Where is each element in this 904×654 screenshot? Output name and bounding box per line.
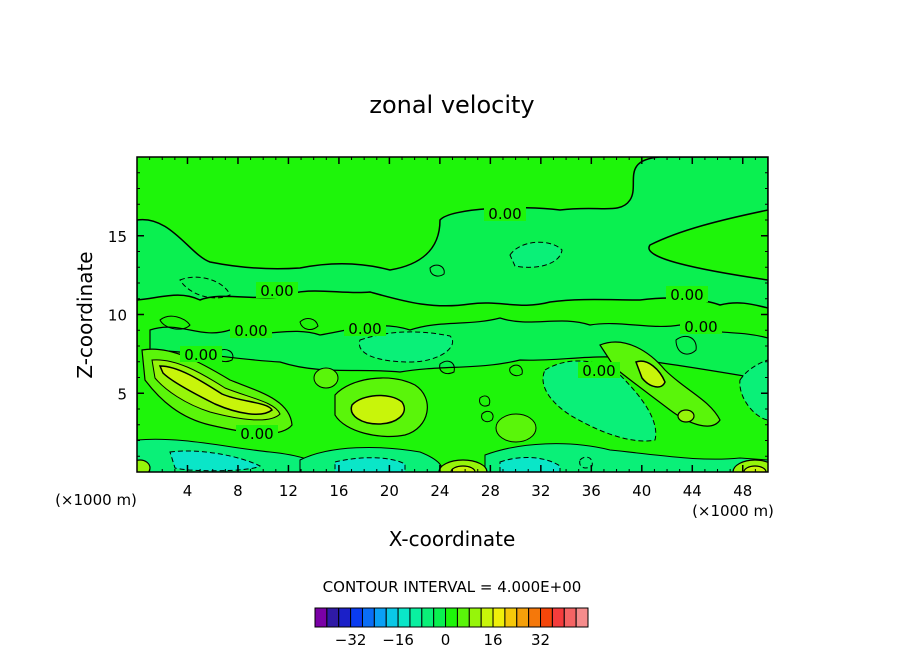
colorbar-tick-label: 32 [531,631,550,649]
x-tick-label: 8 [233,482,243,500]
colorbar [314,607,589,628]
noise-contour [439,360,455,375]
midlevel-negative [149,317,768,381]
colorbar-swatch [433,607,447,628]
x-tick-label: 12 [279,482,298,500]
x-tick-label: 32 [531,482,550,500]
x-tick-label: 48 [733,482,752,500]
colorbar-swatch [540,607,553,628]
colorbar-swatch [373,607,387,628]
colorbar-tick-labels: −32 −16 0 16 32 [335,631,550,649]
colorbar-swatch [385,607,399,628]
x-tick-label: 20 [380,482,399,500]
right-edge-negative [739,359,768,421]
positive-cell-26-core [450,465,476,472]
y-axis-ticks: 5 10 15 [108,172,768,457]
contour-label-zero: 0.00 [184,346,217,364]
colorbar-swatch [456,607,470,628]
colorbar-swatch [445,607,458,628]
x-unit-label: (×1000 m) [692,502,774,520]
colorbar-tick-label: 16 [483,631,502,649]
colorbar-swatch [421,607,435,628]
y-axis-title: Z-coordinate [73,251,97,378]
colorbar-swatch [338,607,352,628]
colorbar-swatch [326,607,340,628]
x-tick-label: 24 [430,482,449,500]
contour-labels: 0.00 0.00 0.00 0.00 0.00 0.00 0.00 0.00 … [180,205,722,443]
colorbar-swatch [480,607,494,628]
contour-label-zero: 0.00 [234,322,267,340]
colorbar-swatch [516,607,530,628]
right-jet-core [635,360,666,388]
positive-blob-15 [313,367,339,389]
bottom-negative-core-right [499,456,561,472]
x-tick-label: 44 [683,482,702,500]
noise-contour [159,315,191,330]
contour-label-zero: 0.00 [260,282,293,300]
noise-contour [481,410,494,423]
noise-contour [299,318,319,330]
colorbar-swatch [409,607,423,628]
colorbar-swatch [528,607,542,628]
x-tick-label: 40 [632,482,651,500]
noise-contour [675,335,697,355]
noise-contour [479,395,491,407]
colorbar-swatch [361,607,375,628]
positive-blob-30 [495,413,537,443]
colorbar-swatch [575,607,589,628]
contour-label-zero: 0.00 [670,286,703,304]
x-axis-ticks: 4 8 12 16 20 24 28 32 36 40 44 48 [149,157,756,500]
y-tick-label: 10 [108,307,127,325]
upper-negative-pocket [509,241,563,268]
bottom-negative-core-center [334,457,406,472]
contour-label-zero: 0.00 [348,320,381,338]
x-axis-title: X-coordinate [389,527,516,551]
x-tick-label: 36 [582,482,601,500]
right-jet-cell [677,409,695,423]
colorbar-swatch [563,607,577,628]
x-tick-label: 16 [329,482,348,500]
y-tick-label: 15 [108,228,127,246]
contour-label-zero: 0.00 [582,362,615,380]
contour-label-zero: 0.00 [488,205,521,223]
noise-contour [509,364,523,377]
left-jet-core [158,365,273,416]
midlevel-negative-core [358,331,453,363]
colorbar-swatch [350,607,363,628]
colorbar-swatch [468,607,482,628]
x-tick-label: 4 [183,482,193,500]
noise-contour [179,276,231,299]
colorbar-tick-label: 0 [441,631,451,649]
z-unit-label: (×1000 m) [55,491,137,509]
contour-interval-text: CONTOUR INTERVAL = 4.000E+00 [323,578,582,596]
central-jet-core [350,394,405,425]
contour-label-zero: 0.00 [684,318,717,336]
colorbar-swatch [397,607,411,628]
contour-label-zero: 0.00 [240,425,273,443]
colorbar-swatch [504,607,518,628]
noise-contour [429,264,445,277]
y-tick-label: 5 [117,385,127,403]
colorbar-tick-label: −16 [382,631,414,649]
colorbar-swatch [314,607,328,628]
colorbar-tick-label: −32 [335,631,367,649]
x-tick-label: 28 [481,482,500,500]
plot-field [137,157,768,472]
positive-cell-0 [137,459,151,472]
chart-title: zonal velocity [369,91,534,119]
colorbar-swatch [551,607,565,628]
colorbar-swatch [492,607,506,628]
